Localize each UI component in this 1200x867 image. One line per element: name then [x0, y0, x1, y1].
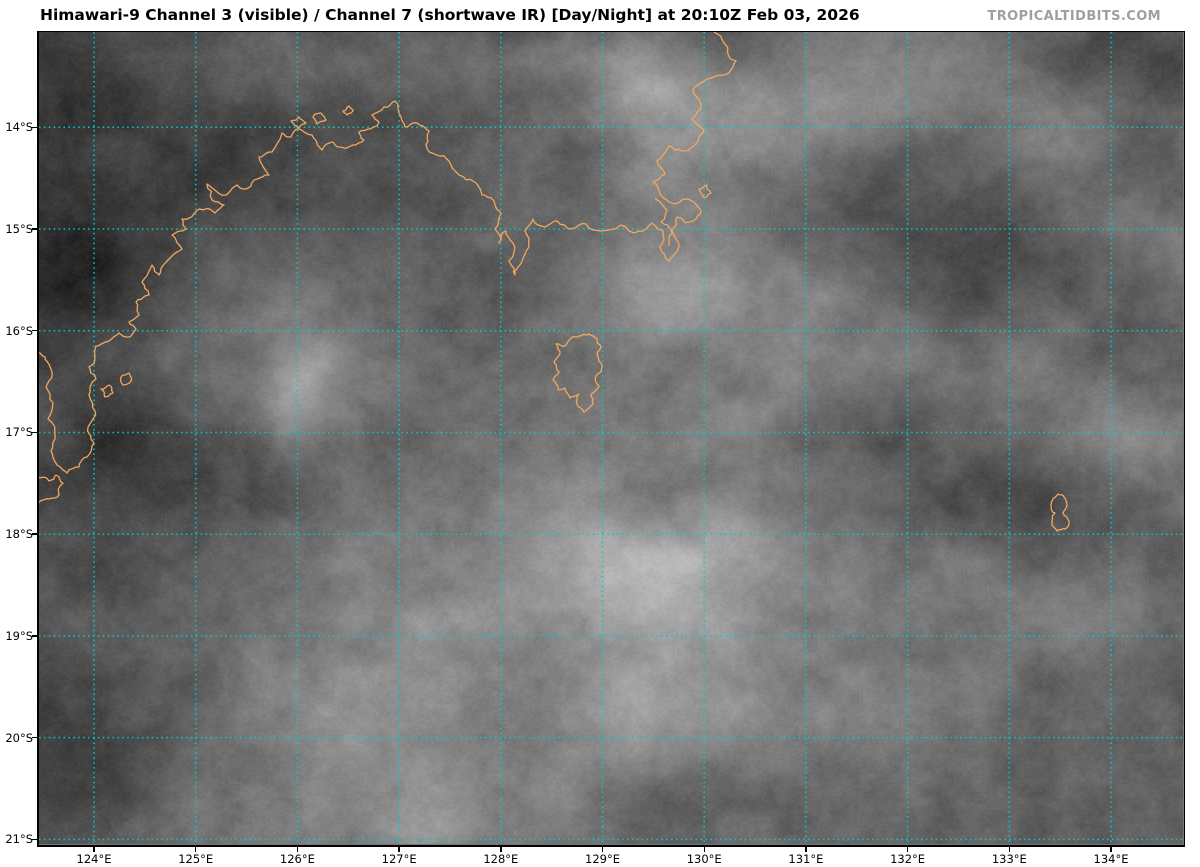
- lat-tick-label: 17°S: [5, 425, 33, 440]
- coastline-lake-woods: [1050, 493, 1070, 532]
- lon-tick: [500, 847, 502, 852]
- lon-tick: [1008, 847, 1010, 852]
- lat-tick: [32, 126, 37, 128]
- lat-tick-label: 20°S: [5, 730, 33, 745]
- lon-tick-label: 132°E: [890, 852, 926, 866]
- lat-tick: [32, 228, 37, 230]
- map-overlay: [39, 32, 1183, 844]
- lat-tick: [32, 431, 37, 434]
- coastline-victoria-river-channel: [654, 197, 674, 246]
- lon-tick-label: 131°E: [788, 852, 824, 866]
- lon-tick: [398, 847, 400, 852]
- lat-tick: [32, 736, 37, 739]
- lon-tick-label: 128°E: [483, 852, 519, 866]
- lon-tick: [195, 847, 197, 852]
- coastline-australia-main-coast: [39, 32, 737, 474]
- lat-tick: [32, 635, 37, 637]
- lat-tick: [32, 838, 37, 841]
- lon-tick-label: 129°E: [585, 852, 620, 866]
- lat-tick-label: 15°S: [5, 221, 33, 236]
- coastline-island-4: [100, 384, 114, 398]
- lon-tick: [703, 847, 705, 852]
- coastline-island-5: [119, 372, 133, 386]
- lat-tick-label: 14°S: [5, 120, 33, 135]
- lon-tick: [906, 847, 909, 852]
- lat-tick: [32, 533, 37, 535]
- lon-tick: [296, 847, 299, 852]
- lon-tick-label: 130°E: [686, 852, 722, 866]
- lon-tick: [1110, 847, 1112, 852]
- map-area: [37, 31, 1185, 847]
- figure-title: Himawari-9 Channel 3 (visible) / Channel…: [40, 6, 860, 24]
- site-watermark: TROPICALTIDBITS.COM: [987, 9, 1161, 24]
- coastline-island-3: [342, 105, 354, 116]
- lat-tick-label: 19°S: [5, 628, 33, 643]
- lat-tick: [32, 330, 37, 332]
- lon-tick-label: 124°E: [76, 852, 112, 866]
- coastline-island-1: [290, 116, 307, 129]
- coastline-south-kimberley-coast: [39, 474, 64, 504]
- satellite-image-canvas: [39, 32, 1183, 844]
- coastline-island-6: [698, 184, 712, 199]
- lon-tick-label: 126°E: [279, 852, 315, 866]
- coastline-lake-argyle: [552, 333, 603, 413]
- lon-tick-label: 127°E: [381, 852, 417, 866]
- lat-tick-label: 16°S: [5, 323, 33, 338]
- coastline-island-2: [312, 112, 327, 125]
- lon-tick: [601, 847, 604, 852]
- lon-tick-label: 133°E: [991, 852, 1027, 866]
- lon-tick-label: 134°E: [1093, 852, 1129, 866]
- lat-tick-label: 18°S: [5, 527, 33, 542]
- lon-tick-label: 125°E: [178, 852, 214, 866]
- lon-tick: [93, 847, 95, 852]
- lat-tick-label: 21°S: [5, 832, 33, 847]
- lon-tick: [805, 847, 807, 852]
